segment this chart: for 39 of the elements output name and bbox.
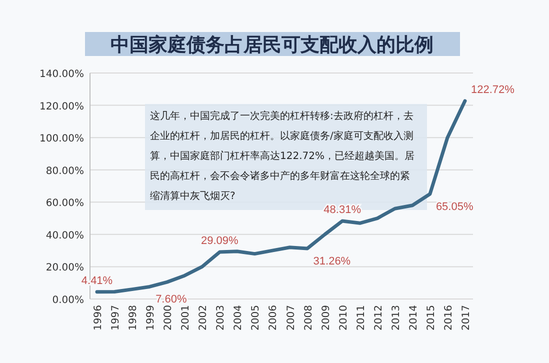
x-tick-label: 2012 <box>373 305 384 330</box>
y-tick-label: 20.00% <box>46 262 84 274</box>
x-tick-label: 2017 <box>461 305 472 330</box>
x-tick-label: 2003 <box>216 305 227 330</box>
x-tick-label: 2002 <box>198 305 210 330</box>
x-tick-label: 1998 <box>128 305 140 330</box>
x-tick-label: 2006 <box>268 305 280 330</box>
x-tick-label: 2005 <box>250 305 262 330</box>
x-tick-label: 2016 <box>443 305 454 330</box>
y-tick-label: 40.00% <box>46 230 84 242</box>
x-tick-label: 2001 <box>180 305 192 330</box>
x-tick-label: 2013 <box>390 305 402 330</box>
data-label: 122.72% <box>471 84 515 96</box>
y-tick-label: 140.00% <box>40 69 84 80</box>
y-tick-label: 80.00% <box>46 166 84 177</box>
x-tick-label: 2011 <box>356 305 367 330</box>
x-tick-label: 2010 <box>338 305 350 330</box>
data-label: 48.31% <box>324 204 362 216</box>
x-tick-label: 1999 <box>146 305 157 330</box>
y-tick-label: 0.00% <box>52 295 84 306</box>
chart-title: 中国家庭债务占居民可支配收入的比例 <box>110 34 434 56</box>
y-tick-label: 60.00% <box>46 198 84 210</box>
x-tick-label: 2014 <box>408 305 420 330</box>
y-tick-label: 100.00% <box>40 134 84 145</box>
x-tick-label: 2015 <box>426 305 437 330</box>
data-label: 7.60% <box>156 294 187 306</box>
data-label: 29.09% <box>201 235 239 248</box>
annotation: 这几年，中国完成了一次完美的杠杆转移:去政府的杠杆，去企业的杠杆，加居民的杠杆。以家庭债务/家庭可支配收入测算，中国家庭部门杠杆率高达122.72%，已经超越美国。居民的高杠杆，会不会令诸多中产的多年财富在这轮全球的紧缩清算中灰飞烟灭? <box>150 110 414 202</box>
data-label: 31.26% <box>313 256 351 268</box>
x-tick-label: 1996 <box>93 305 104 330</box>
x-tick-label: 2007 <box>286 305 297 330</box>
x-tick-label: 2000 <box>163 305 174 330</box>
data-label: 65.05% <box>436 200 474 213</box>
x-tick-label: 1997 <box>110 305 122 330</box>
x-tick-label: 2009 <box>320 305 332 330</box>
y-tick-label: 120.00% <box>40 101 84 112</box>
data-label: 4.41% <box>81 274 113 287</box>
x-tick-label: 2008 <box>303 305 314 330</box>
x-tick-label: 2004 <box>233 305 244 330</box>
